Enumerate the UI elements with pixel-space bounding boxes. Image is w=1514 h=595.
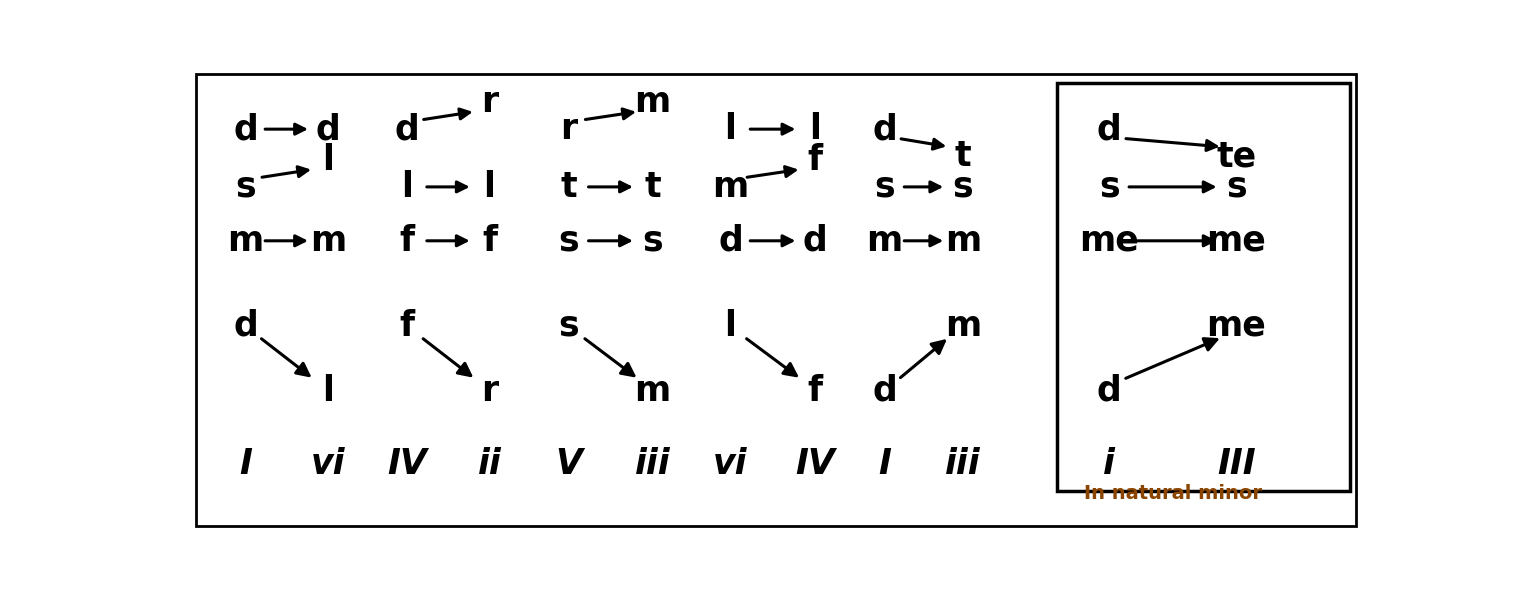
- Text: me: me: [1207, 308, 1266, 343]
- Text: m: m: [713, 170, 748, 204]
- Text: me: me: [1207, 224, 1266, 258]
- Text: d: d: [395, 112, 419, 146]
- Text: s: s: [952, 170, 974, 204]
- Text: m: m: [634, 85, 671, 119]
- Text: l: l: [322, 374, 333, 408]
- Text: r: r: [481, 374, 498, 408]
- Text: m: m: [945, 308, 981, 343]
- Text: i: i: [1104, 447, 1116, 481]
- Text: I: I: [239, 447, 251, 481]
- Text: m: m: [310, 224, 345, 258]
- Text: l: l: [810, 112, 821, 146]
- Text: s: s: [559, 224, 580, 258]
- Text: d: d: [802, 224, 828, 258]
- Text: III: III: [1217, 447, 1255, 481]
- Text: l: l: [725, 308, 736, 343]
- Text: d: d: [872, 374, 896, 408]
- Text: d: d: [872, 112, 896, 146]
- Text: V: V: [556, 447, 583, 481]
- Text: r: r: [560, 112, 577, 146]
- Text: d: d: [233, 112, 257, 146]
- Text: l: l: [401, 170, 413, 204]
- Text: s: s: [235, 170, 256, 204]
- Text: t: t: [645, 170, 662, 204]
- Text: s: s: [1099, 170, 1120, 204]
- Text: vi: vi: [310, 447, 345, 481]
- Text: IV: IV: [388, 447, 427, 481]
- Text: te: te: [1216, 139, 1257, 173]
- Text: m: m: [634, 374, 671, 408]
- Text: iii: iii: [634, 447, 671, 481]
- Text: f: f: [807, 374, 822, 408]
- Text: f: f: [807, 143, 822, 177]
- Text: r: r: [481, 85, 498, 119]
- Text: f: f: [481, 224, 497, 258]
- Text: iii: iii: [945, 447, 981, 481]
- Text: s: s: [1226, 170, 1246, 204]
- Text: l: l: [322, 143, 333, 177]
- Text: m: m: [945, 224, 981, 258]
- Text: m: m: [866, 224, 902, 258]
- Text: l: l: [483, 170, 495, 204]
- Text: s: s: [874, 170, 895, 204]
- Text: d: d: [1098, 112, 1122, 146]
- Text: d: d: [718, 224, 743, 258]
- Text: s: s: [642, 224, 663, 258]
- Text: d: d: [1098, 374, 1122, 408]
- Text: In natural minor: In natural minor: [1084, 484, 1261, 503]
- Text: s: s: [559, 308, 580, 343]
- Text: d: d: [315, 112, 341, 146]
- Text: vi: vi: [713, 447, 748, 481]
- Text: d: d: [233, 308, 257, 343]
- Text: IV: IV: [795, 447, 836, 481]
- Bar: [1057, 83, 1349, 491]
- Text: ii: ii: [477, 447, 501, 481]
- Text: m: m: [227, 224, 263, 258]
- Text: l: l: [725, 112, 736, 146]
- Text: t: t: [955, 139, 972, 173]
- Text: me: me: [1079, 224, 1139, 258]
- Text: f: f: [400, 308, 415, 343]
- Text: f: f: [400, 224, 415, 258]
- Text: I: I: [878, 447, 890, 481]
- Text: t: t: [560, 170, 577, 204]
